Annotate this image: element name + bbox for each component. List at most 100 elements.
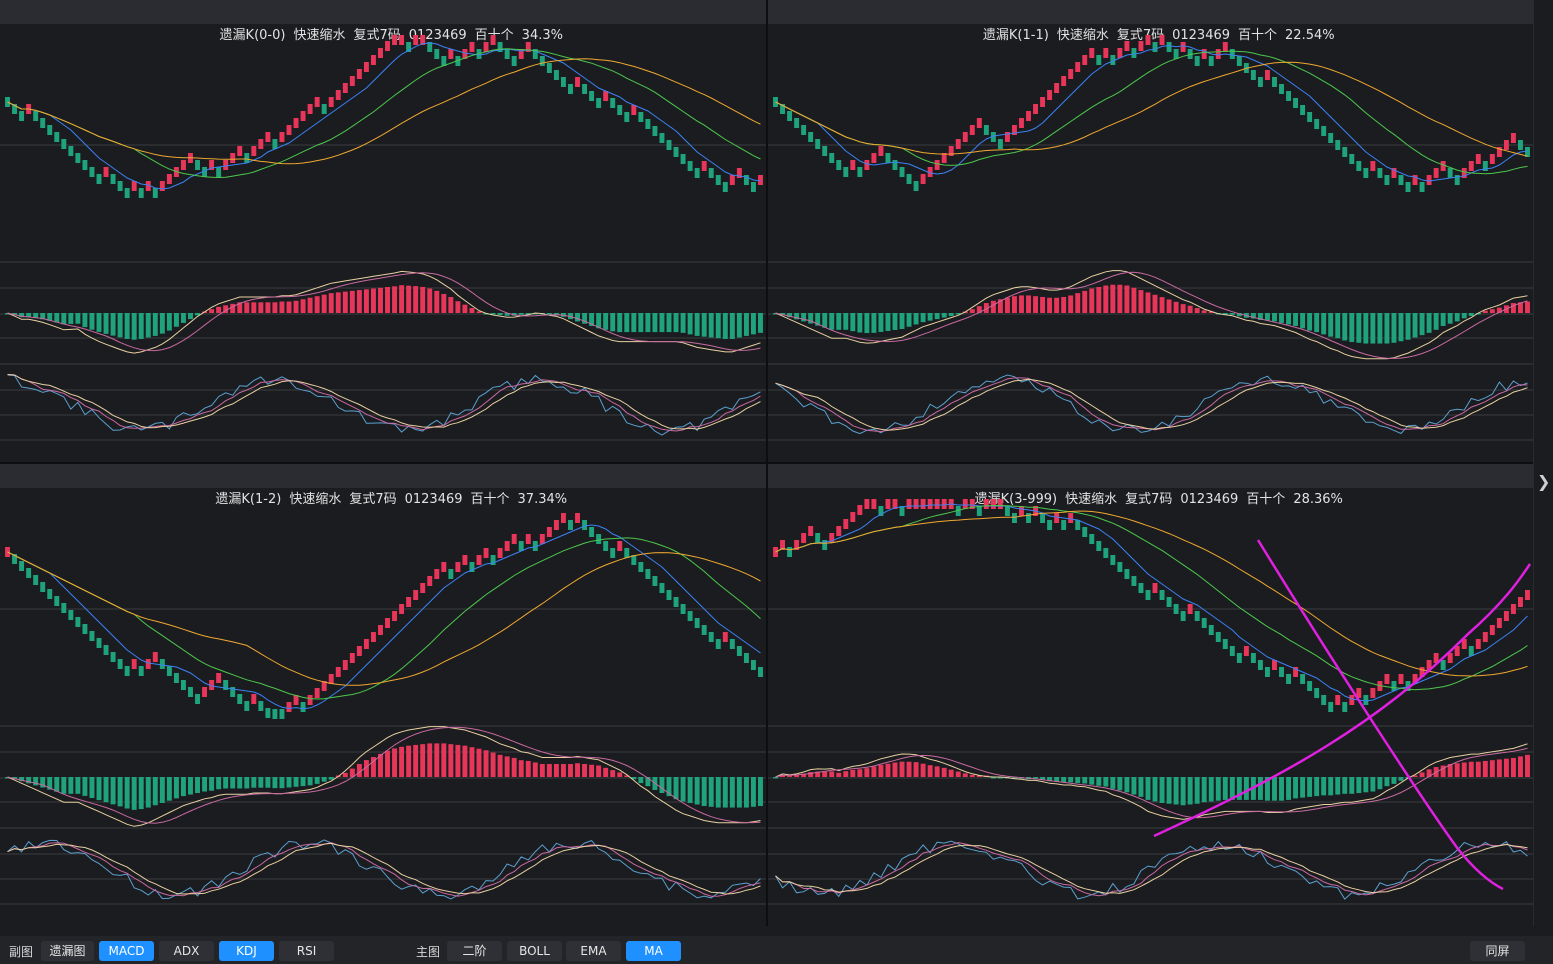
macd-bar [293,300,299,313]
candle-down [1328,133,1334,143]
macd-bar [19,313,25,318]
candle-down [54,596,60,606]
candle-up [1503,611,1509,621]
candle-down [652,576,658,586]
chart-panel-3-999[interactable]: 遗漏K(3-999) 快速缩水 复式7码 0123469 百十个 28.36% [768,464,1533,926]
macd-bar [892,762,898,777]
macd-bar [321,294,327,313]
candle-down [899,167,905,177]
macd-bar [773,313,778,315]
macd-bar [1510,303,1516,313]
candle-down [1398,175,1404,185]
macd-bar [504,313,510,316]
macd-bar [722,777,728,808]
candle-down [553,70,559,80]
candle-down [96,174,102,184]
candle-down [1236,56,1242,66]
candle-up [1180,42,1186,52]
candle-down [673,597,679,607]
macd-bar [694,313,700,336]
macd-bar [434,290,440,313]
macd-bar [743,313,749,336]
macd-bar [1047,297,1053,313]
candle-up [1222,42,1228,52]
candle-up [286,125,292,135]
macd-bar [1328,777,1334,796]
macd-bar [5,313,10,315]
candle-up [927,167,933,177]
macd-bar [948,769,954,777]
main-button-second-order[interactable]: 二阶 [447,941,502,961]
macd-bar [518,313,524,315]
candle-down [1011,513,1017,523]
candle-up [1026,111,1031,121]
macd-bar [1180,777,1186,806]
macd-bar [173,313,179,327]
candle-down [434,49,440,59]
chart-panel-0-0[interactable]: 遗漏K(0-0)快速缩水复式7码0123469百十个34.3% [0,0,766,462]
main-button-ma[interactable]: MA [626,941,681,961]
chart-canvas[interactable] [768,464,1533,926]
candle-up [1061,76,1067,86]
macd-bar [82,777,88,796]
macd-bar [638,777,644,784]
candle-down [1286,674,1292,684]
chart-panel-1-2[interactable]: 遗漏K(1-2) 快速缩水 复式7码 0123469 百十个 37.34% [0,464,766,926]
macd-bar [1187,777,1193,805]
macd-bar [1475,313,1481,315]
macd-bar [906,761,912,777]
candle-up [286,702,292,712]
macd-bar [1208,777,1214,802]
horizontal-splitter[interactable] [0,462,1533,464]
macd-bar [462,745,468,777]
candle-down [1075,520,1081,530]
macd-bar [927,313,933,321]
macd-bar [1040,296,1046,313]
sub-button-adx[interactable]: ADX [159,941,214,961]
candle-down [708,632,714,642]
macd-bar [378,287,383,313]
macd-bar [1180,304,1186,313]
macd-bar [1525,754,1530,777]
candle-down [976,506,982,516]
candle-up [145,659,151,669]
macd-bar [1264,313,1270,321]
macd-bar [701,313,707,337]
macd-bar [307,777,313,786]
candle-down [560,77,566,87]
same-screen-button[interactable]: 同屏 [1470,941,1525,961]
candle-down [19,111,25,121]
macd-bar [370,288,376,313]
macd-bar [483,750,489,777]
chart-canvas[interactable] [768,0,1533,462]
main-button-ema[interactable]: EMA [566,941,621,961]
sub-button-kdj[interactable]: KDJ [219,941,274,961]
candle-down [1117,562,1123,572]
chevron-right-icon[interactable]: ❯ [1537,472,1551,491]
candle-up [159,181,165,191]
chart-canvas[interactable] [0,0,766,462]
candle-down [843,167,849,177]
candle-up [617,541,623,551]
candle-up [1124,41,1130,51]
candle-down [75,153,81,163]
candle-down [33,575,39,585]
sub-button-macd[interactable]: MACD [99,941,154,961]
candle-down [96,638,102,648]
chart-canvas[interactable] [0,464,766,926]
chart-panel-1-1[interactable]: 遗漏K(1-1) 快速缩水 复式7码 0123469 百十个 22.54% [768,0,1533,462]
sub-button-rsi[interactable]: RSI [279,941,334,961]
sub-button-missing-chart[interactable]: 遗漏图 [41,941,94,961]
macd-bar [1243,777,1249,800]
candle-up [892,499,898,509]
candle-up [399,604,405,614]
macd-bar [582,764,588,777]
macd-bar [251,777,257,788]
candle-up [1482,632,1488,642]
candle-up [518,49,524,59]
main-button-boll[interactable]: BOLL [507,941,562,961]
ma-mid-line [7,48,761,179]
candle-up [780,540,786,550]
candle-up [1215,49,1221,59]
macd-bar [722,313,728,339]
